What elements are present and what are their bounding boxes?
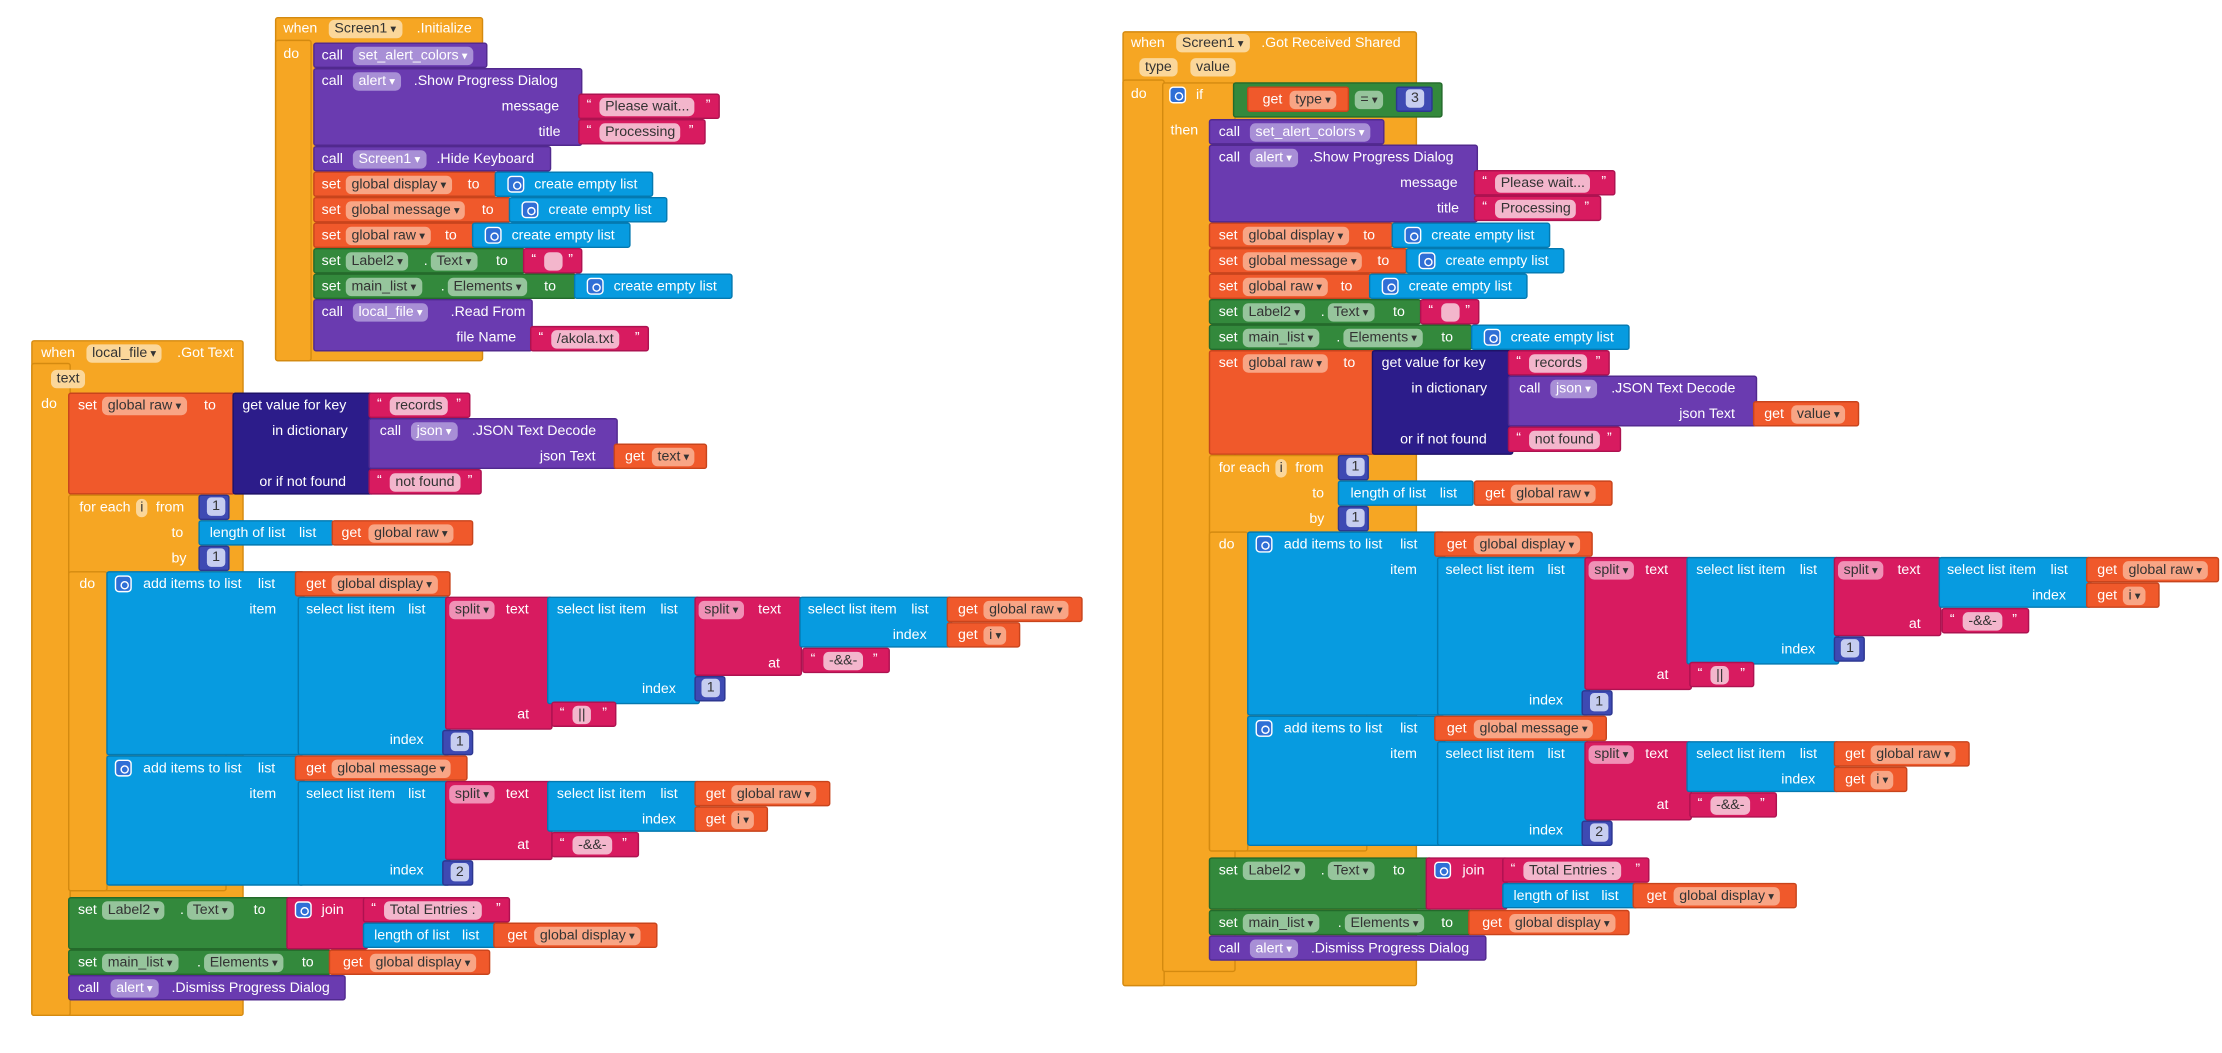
gear-icon[interactable] (114, 759, 132, 777)
call-screen1-hide-keyboard[interactable] (313, 145, 552, 172)
gear-icon[interactable] (521, 201, 539, 219)
when-label: when (283, 21, 318, 37)
gear-icon[interactable] (484, 226, 502, 244)
param-text[interactable]: text (51, 369, 86, 389)
event-arm (274, 39, 312, 362)
add-items-to-list[interactable] (1247, 715, 1446, 847)
screen1-dropdown[interactable]: Screen1 (328, 19, 402, 39)
add-items-to-list[interactable] (1247, 531, 1446, 716)
event-arm (1122, 79, 1165, 987)
gear-icon[interactable] (1418, 252, 1436, 270)
set-label2-text[interactable] (1208, 299, 1422, 325)
loop-arm (1208, 531, 1249, 852)
gear-icon[interactable] (1404, 226, 1422, 244)
alert-dropdown[interactable]: alert (352, 72, 401, 91)
procedure-dropdown[interactable]: set_alert_colors (352, 46, 474, 66)
dictionary-lookup[interactable] (1371, 350, 1514, 455)
gear-icon[interactable] (507, 175, 525, 193)
gear-icon[interactable] (294, 901, 312, 919)
add-items-to-list[interactable] (106, 755, 305, 886)
gear-icon[interactable] (1381, 277, 1399, 295)
dictionary-lookup[interactable] (232, 392, 375, 495)
length-of-list[interactable] (1502, 882, 1639, 909)
param-type[interactable]: type (1139, 58, 1178, 77)
compare-operator[interactable]: = (1354, 90, 1384, 110)
add-items-to-list[interactable] (106, 571, 305, 756)
select-list-item[interactable] (1938, 556, 2092, 608)
initialize-label: .Initialize (416, 21, 472, 37)
gear-icon[interactable] (1255, 535, 1273, 553)
length-of-list[interactable] (362, 922, 499, 949)
gear-icon[interactable] (1483, 328, 1501, 346)
loop-arm (68, 571, 108, 892)
gear-icon[interactable] (1255, 719, 1273, 737)
select-list-item[interactable] (1686, 741, 1840, 793)
param-value[interactable]: value (1190, 58, 1236, 77)
select-list-item[interactable] (547, 596, 701, 705)
event-arm (31, 362, 71, 1017)
call-local-file-read-from[interactable] (313, 299, 533, 352)
length-of-list[interactable] (198, 520, 335, 546)
select-list-item[interactable] (547, 780, 701, 832)
select-list-item[interactable] (297, 596, 451, 756)
select-list-item[interactable] (297, 780, 451, 886)
gear-icon[interactable] (1434, 861, 1452, 879)
gear-icon[interactable] (1169, 86, 1187, 104)
length-of-list[interactable] (1337, 480, 1474, 506)
select-list-item[interactable] (1436, 741, 1590, 847)
select-list-item[interactable] (1436, 556, 1590, 716)
select-list-item[interactable] (1686, 556, 1840, 665)
gear-icon[interactable] (586, 277, 604, 295)
do-label: do (283, 46, 300, 63)
gear-icon[interactable] (114, 575, 132, 593)
